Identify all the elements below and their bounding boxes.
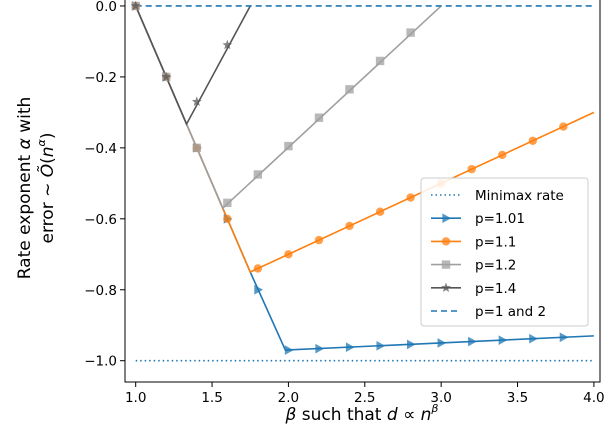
y-tick-label: −1.0 — [84, 354, 117, 370]
legend-marker-p-1-01 — [442, 213, 452, 223]
y-tick-label: −0.8 — [84, 283, 117, 299]
data-point-p-1-2 — [375, 56, 385, 66]
legend-label-minimax-rate: Minimax rate — [475, 188, 564, 204]
y-tick-label: −0.6 — [84, 212, 117, 228]
x-tick-label: 3.0 — [430, 390, 451, 406]
x-tick-label: 3.5 — [507, 390, 528, 406]
y-tick-label: −0.2 — [84, 70, 117, 86]
x-tick-label: 1.5 — [201, 390, 222, 406]
y-axis-label-line1: Rate exponent α with — [15, 97, 35, 280]
data-point-p-1-01 — [284, 345, 294, 355]
data-point-p-1-2 — [314, 113, 324, 122]
data-point-p-1-2 — [192, 143, 201, 153]
legend-marker-p-1-4 — [441, 282, 451, 293]
y-tick-label: −0.4 — [84, 141, 117, 157]
series-line-p-1-2 — [134, 5, 442, 210]
data-point-p-1-1 — [345, 221, 354, 231]
legend-marker-p-1-2 — [441, 260, 451, 269]
data-point-p-1-01 — [407, 339, 416, 350]
data-point-p-1-01 — [254, 284, 264, 295]
x-tick-label: 2.0 — [278, 390, 299, 406]
plot-frame — [124, 0, 601, 383]
legend: Minimax rate p=1.01 p=1.1 p=1.2 p=1.4 p=1 and… — [420, 177, 589, 327]
legend-box — [420, 177, 589, 327]
data-point-p-1-4 — [191, 96, 202, 106]
series-line-p-1-4 — [134, 5, 251, 126]
data-point-p-1-1 — [314, 235, 324, 245]
x-axis-label: β such that d ∝ nβ — [285, 402, 439, 425]
legend-label-p-1-01: p=1.01 — [475, 211, 525, 227]
data-point-p-1-01 — [468, 336, 477, 347]
data-point-p-1-2 — [284, 141, 293, 151]
data-point-p-1-4 — [222, 39, 233, 50]
data-point-p-1-1 — [528, 136, 537, 145]
legend-label-p-1-4: p=1.4 — [475, 281, 516, 297]
legend-label-p-1-1: p=1.1 — [475, 234, 516, 250]
plot-markers — [130, 0, 569, 355]
data-point-p-1-01 — [376, 341, 386, 351]
data-point-p-1-1 — [406, 193, 415, 202]
data-point-p-1-01 — [559, 332, 569, 343]
data-point-p-1-1 — [467, 164, 476, 174]
x-tick-label: 2.5 — [354, 390, 375, 406]
data-point-p-1-2 — [253, 170, 263, 179]
legend-label-p-1-2: p=1.2 — [475, 258, 516, 274]
y-axis-label-line2: error ~ Õ(nα) — [35, 133, 58, 244]
data-point-p-1-01 — [437, 338, 447, 348]
legend-marker-p-1-1 — [441, 237, 451, 246]
data-point-p-1-1 — [375, 207, 385, 216]
axis-ticks: 1.0 1.5 2.0 2.5 3.0 3.5 4.0 0.0 −0.2 −0.4 −0.6 −0.8… — [84, 0, 604, 406]
data-point-p-1-1 — [498, 150, 507, 160]
data-point-p-1-1 — [223, 214, 232, 224]
data-point-p-1-2 — [345, 85, 354, 94]
data-point-p-1-1 — [253, 264, 263, 273]
data-point-p-1-2 — [223, 198, 232, 208]
data-point-p-1-4 — [130, 0, 141, 11]
y-tick-label: 0.0 — [96, 0, 117, 15]
legend-label-p-1-and-2: p=1 and 2 — [475, 304, 546, 320]
data-point-p-1-1 — [284, 250, 293, 259]
x-tick-label: 4.0 — [583, 390, 604, 406]
data-point-p-1-01 — [345, 342, 355, 353]
data-point-p-1-01 — [498, 335, 508, 345]
data-point-p-1-2 — [406, 28, 415, 37]
data-point-p-1-4 — [161, 71, 172, 82]
data-point-p-1-01 — [315, 343, 325, 354]
data-point-p-1-01 — [529, 333, 538, 344]
legend-entries: Minimax rate p=1.01 p=1.1 p=1.2 p=1.4 p=1 and… — [431, 188, 564, 320]
x-tick-label: 1.0 — [125, 390, 146, 406]
data-point-p-1-1 — [559, 122, 568, 131]
